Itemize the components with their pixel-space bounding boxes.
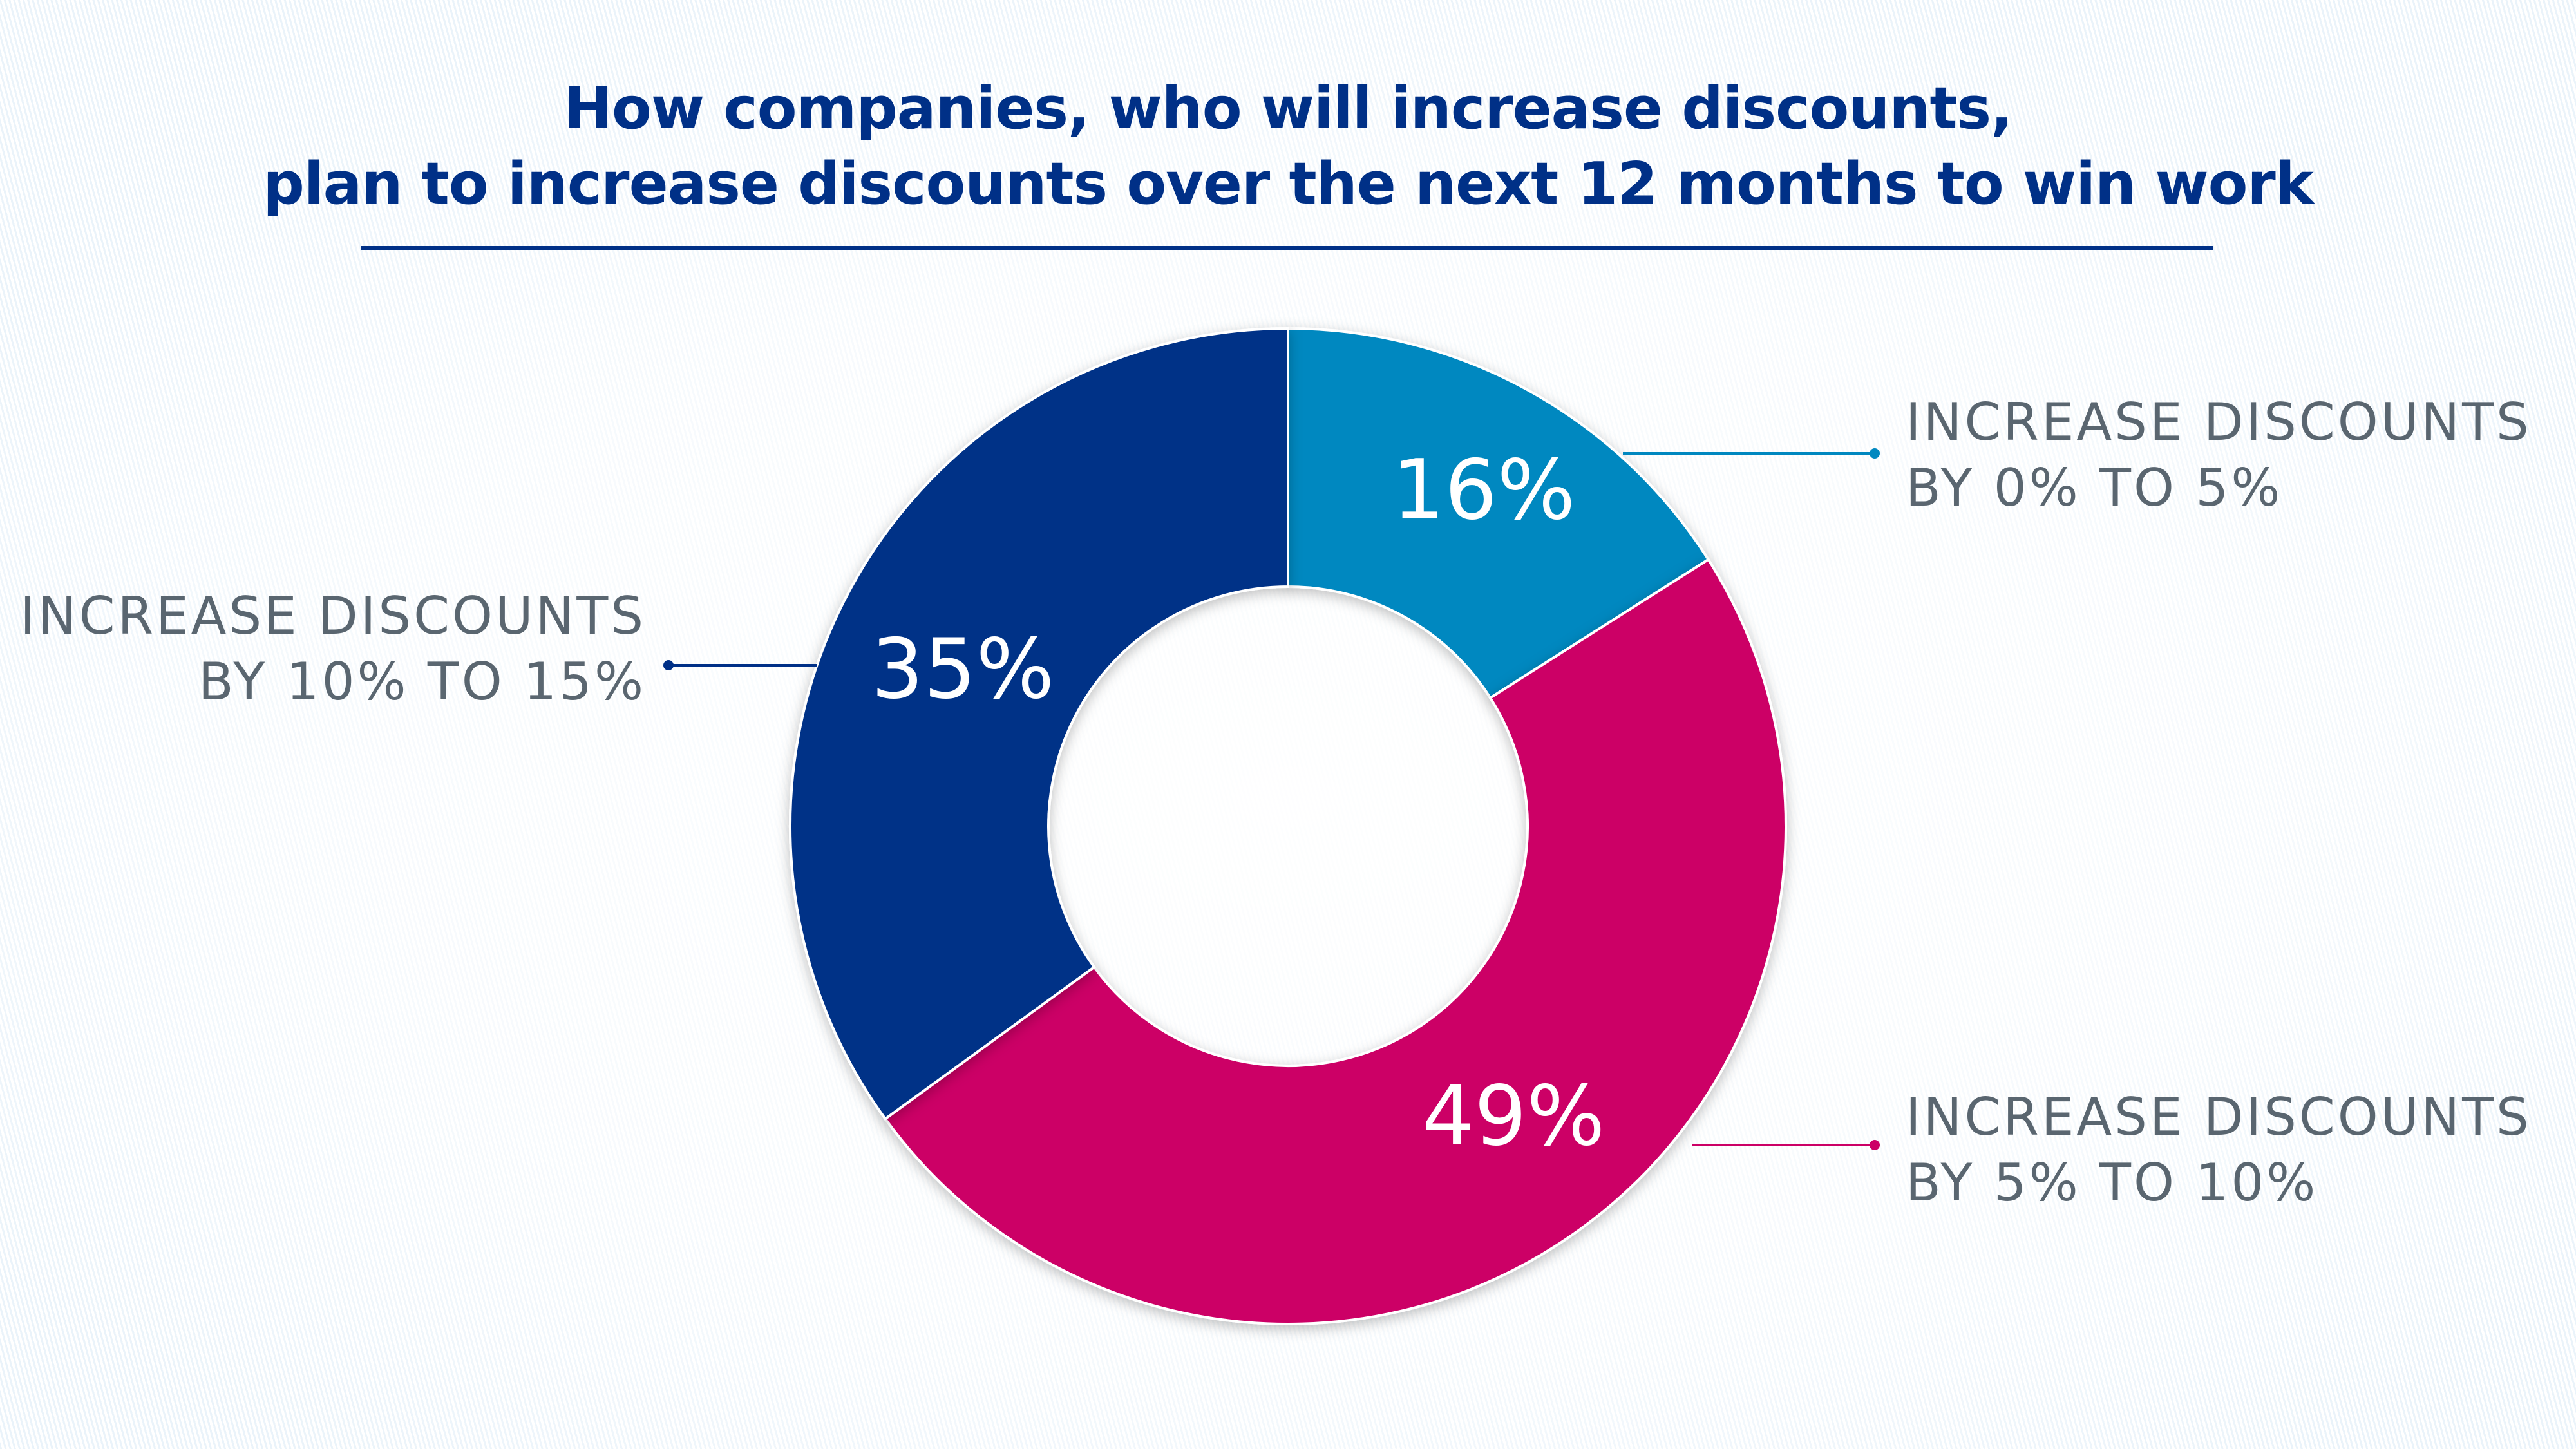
slice-value-label: 35% (871, 621, 1055, 717)
slice-value-label: 16% (1392, 442, 1576, 538)
donut-slice (883, 558, 1788, 1325)
donut-slice (789, 327, 1289, 1121)
label-line: BY 10% TO 15% (198, 652, 646, 712)
chart-title: How companies, who will increase discoun… (0, 71, 2576, 222)
label-line: INCREASE DISCOUNTS (20, 586, 646, 646)
title-line-1: How companies, who will increase discoun… (564, 75, 2013, 142)
leader-dot (1870, 448, 1880, 459)
label-line: INCREASE DISCOUNTS (1906, 1087, 2532, 1147)
slice-label-5-10: INCREASE DISCOUNTS BY 5% TO 10% (1906, 1084, 2532, 1216)
donut-slice (1287, 327, 1710, 700)
label-line: BY 0% TO 5% (1906, 458, 2283, 518)
label-line: BY 5% TO 10% (1906, 1153, 2318, 1213)
title-line-2: plan to increase discounts over the next… (263, 150, 2313, 218)
leader-dot (1870, 1140, 1880, 1150)
slice-label-0-5: INCREASE DISCOUNTS BY 0% TO 5% (1906, 390, 2532, 521)
slice-value-label: 49% (1422, 1068, 1605, 1164)
label-line: INCREASE DISCOUNTS (1906, 392, 2532, 452)
title-underline (361, 246, 2213, 250)
slice-label-10-15: INCREASE DISCOUNTS BY 10% TO 15% (20, 583, 646, 715)
leader-dot (663, 660, 674, 670)
